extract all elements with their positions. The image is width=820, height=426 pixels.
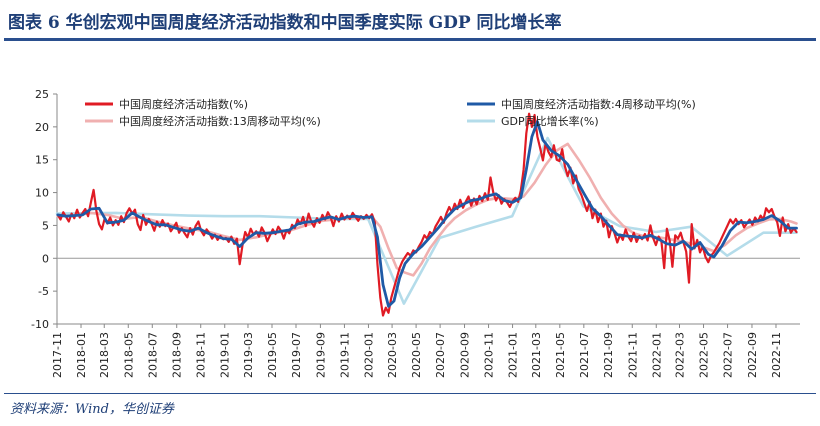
x-tick-label: 2019-05	[266, 332, 279, 378]
x-tick-label: 2021-05	[554, 332, 567, 378]
x-tick-label: 2018-01	[75, 332, 88, 378]
x-tick-label: 2018-03	[98, 332, 111, 378]
x-tick-label: 2022-03	[674, 332, 687, 378]
x-tick-label: 2019-01	[219, 332, 232, 378]
y-tick-label: 5	[42, 219, 49, 232]
y-tick-label: 15	[35, 154, 49, 167]
legend-label: 中国周度经济活动指数(%)	[119, 97, 248, 111]
x-tick-label: 2022-11	[770, 332, 783, 378]
x-tick-label: 2019-09	[314, 332, 327, 378]
x-tick-label: 2021-07	[578, 332, 591, 378]
chart-axes: -10 -5 0 5 10 15 20 25 2017-11 2018-01 2018-03 2018…	[31, 88, 800, 378]
chart-legend: 中国周度经济活动指数(%) 中国周度经济活动指数:4周移动平均(%) 中国周度经济活…	[85, 97, 696, 128]
x-tick-label: 2020-07	[434, 332, 447, 378]
x-tick-label: 2021-09	[602, 332, 615, 378]
x-tick-label: 2021-11	[626, 332, 639, 378]
legend-label: 中国周度经济活动指数:4周移动平均(%)	[501, 97, 696, 111]
x-tick-label: 2021-01	[507, 332, 520, 378]
chart-series	[55, 112, 798, 317]
y-tick-label: -5	[38, 285, 49, 298]
y-tick-label: 10	[35, 187, 49, 200]
figure-title: 图表 6 华创宏观中国周度经济活动指数和中国季度实际 GDP 同比增长率	[8, 13, 562, 33]
x-tick-label: 2020-05	[410, 332, 423, 378]
x-tick-label: 2020-03	[386, 332, 399, 378]
x-tick-label: 2020-11	[483, 332, 496, 378]
x-tick-label: 2018-11	[195, 332, 208, 378]
source-divider	[4, 393, 816, 394]
x-tick-label: 2018-09	[171, 332, 184, 378]
y-tick-label: 0	[42, 252, 49, 265]
source-note: 资料来源：Wind，华创证券	[10, 402, 174, 417]
x-tick-label: 2018-07	[146, 332, 159, 378]
title-divider	[4, 38, 816, 41]
x-tick-label: 2021-03	[530, 332, 543, 378]
x-tick-label: 2018-05	[122, 332, 135, 378]
series-line-3	[55, 136, 798, 305]
x-tick-label: 2020-09	[459, 332, 472, 378]
y-tick-label: 25	[35, 88, 49, 101]
x-tick-label: 2022-05	[698, 332, 711, 378]
x-tick-label: 2019-07	[290, 332, 303, 378]
line-chart: -10 -5 0 5 10 15 20 25 2017-11 2018-01 2018-03 2018…	[31, 88, 800, 378]
y-tick-label: 20	[35, 121, 49, 134]
x-tick-label: 2019-11	[338, 332, 351, 378]
title-bar: 图表 6 华创宏观中国周度经济活动指数和中国季度实际 GDP 同比增长率	[0, 0, 820, 41]
x-tick-label: 2022-09	[746, 332, 759, 378]
legend-label: GDP同比增长率(%)	[501, 114, 599, 128]
x-tick-label: 2017-11	[51, 332, 64, 378]
y-tick-label: -10	[31, 318, 49, 331]
x-tick-label: 2019-03	[242, 332, 255, 378]
x-tick-label: 2020-01	[362, 332, 375, 378]
series-line-1	[56, 120, 798, 308]
x-tick-label: 2022-07	[722, 332, 735, 378]
x-tick-label: 2022-01	[650, 332, 663, 378]
legend-label: 中国周度经济活动指数:13周移动平均(%)	[119, 114, 321, 128]
